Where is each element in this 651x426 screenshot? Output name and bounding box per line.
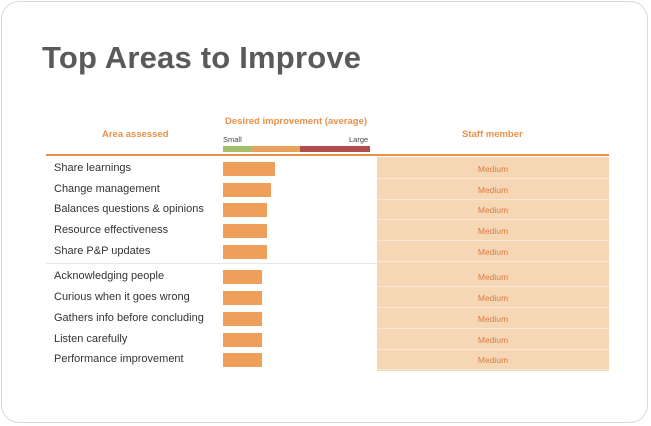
row-divider: [377, 349, 609, 350]
staff-column-background: [377, 157, 609, 371]
improvement-bar: [223, 333, 262, 347]
area-label: Share learnings: [54, 162, 132, 174]
table-row: Curious when it goes wrong Medium: [46, 288, 609, 308]
improvement-bar: [223, 353, 262, 367]
desired-improvement-header: Desired improvement (average): [225, 116, 368, 127]
table-row: Resource effectiveness Medium: [46, 221, 609, 241]
area-assessed-header: Area assessed: [102, 129, 169, 140]
page-title: Top Areas to Improve: [42, 40, 362, 75]
scale-small-label: Small: [223, 135, 242, 144]
staff-rating: Medium: [477, 314, 509, 324]
area-label: Gathers info before concluding: [54, 312, 204, 324]
area-label: Share P&P updates: [54, 245, 151, 257]
row-divider: [377, 199, 609, 200]
scale-large-label: Large: [349, 135, 369, 144]
area-label: Acknowledging people: [54, 270, 165, 282]
staff-rating: Medium: [477, 355, 509, 365]
staff-rating: Medium: [477, 247, 509, 257]
scale-segment-large: [300, 146, 370, 152]
scale-segment-small: [223, 146, 251, 152]
scale-segment-medium: [251, 146, 300, 152]
group-divider: [46, 263, 377, 264]
area-label: Listen carefully: [54, 333, 128, 345]
row-divider: [377, 219, 609, 220]
table-row: Change management Medium: [46, 180, 609, 200]
area-label: Change management: [54, 183, 160, 195]
row-divider: [377, 369, 609, 370]
table-row: Performance improvement Medium: [46, 350, 609, 370]
staff-rating: Medium: [477, 335, 509, 345]
improvement-bar: [223, 270, 262, 284]
table-row: Gathers info before concluding Medium: [46, 309, 609, 329]
table-row: Balances questions & opinions Medium: [46, 200, 609, 220]
row-divider: [377, 286, 609, 287]
table-row: Share P&P updates Medium: [46, 242, 609, 262]
staff-member-header: Staff member: [462, 129, 523, 140]
improvement-bar: [223, 245, 267, 259]
staff-rating: Medium: [477, 293, 509, 303]
staff-rating: Medium: [477, 205, 509, 215]
table-row: Listen carefully Medium: [46, 330, 609, 350]
staff-rating: Medium: [477, 272, 509, 282]
row-divider: [377, 307, 609, 308]
table-row: Acknowledging people Medium: [46, 267, 609, 287]
staff-rating: Medium: [477, 226, 509, 236]
row-divider: [377, 178, 609, 179]
row-divider: [377, 261, 609, 262]
table-row: Share learnings Medium: [46, 159, 609, 179]
staff-rating: Medium: [477, 185, 509, 195]
area-label: Balances questions & opinions: [54, 203, 204, 215]
improvement-bar: [223, 291, 262, 305]
improvement-bar: [223, 224, 267, 238]
row-divider: [377, 240, 609, 241]
improvement-bar: [223, 162, 275, 176]
staff-rating: Medium: [477, 164, 509, 174]
header-divider: [46, 154, 609, 156]
row-divider: [377, 328, 609, 329]
improvement-bar: [223, 183, 271, 197]
improvement-bar: [223, 312, 262, 326]
area-label: Performance improvement: [54, 353, 184, 365]
area-label: Resource effectiveness: [54, 224, 169, 236]
area-label: Curious when it goes wrong: [54, 291, 190, 303]
improvement-bar: [223, 203, 267, 217]
